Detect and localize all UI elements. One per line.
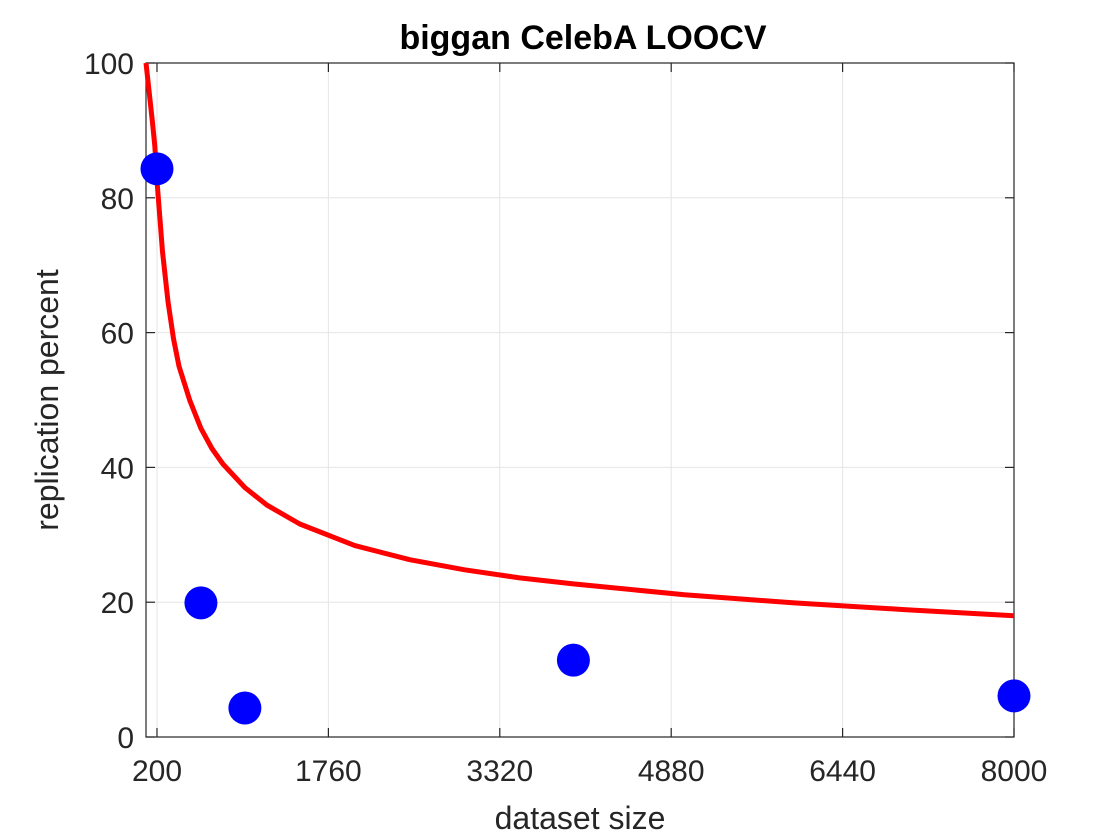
- x-tick-label-5: 8000: [981, 755, 1048, 788]
- x-tick-label-1: 1760: [295, 755, 362, 788]
- data-point-1: [184, 586, 218, 620]
- x-tick-label-2: 3320: [466, 755, 533, 788]
- fit-curve-line: [143, 62, 1015, 619]
- y-axis-label: replication percent: [29, 269, 65, 531]
- y-tick-label-2: 40: [101, 452, 134, 485]
- axis-ticks: 200 1760 3320 4880 6440 8000 0 20 40 60 80 100: [84, 48, 1047, 788]
- data-point-4: [997, 679, 1031, 713]
- y-tick-label-1: 20: [101, 587, 134, 620]
- y-tick-label-5: 100: [84, 48, 134, 81]
- chart-title: biggan CelebA LOOCV: [399, 19, 766, 57]
- data-point-0: [140, 152, 174, 186]
- data-point-3: [556, 643, 590, 677]
- series-layer: [140, 62, 1031, 725]
- x-axis-label: dataset size: [495, 800, 666, 836]
- x-tick-label-0: 200: [132, 755, 182, 788]
- x-tick-label-4: 6440: [809, 755, 876, 788]
- y-tick-label-0: 0: [117, 722, 134, 755]
- grid: [146, 62, 1015, 738]
- x-tick-label-3: 4880: [638, 755, 705, 788]
- y-tick-label-3: 60: [101, 318, 134, 351]
- y-tick-label-4: 80: [101, 183, 134, 216]
- plot-area: [145, 62, 1015, 738]
- data-point-2: [228, 691, 262, 725]
